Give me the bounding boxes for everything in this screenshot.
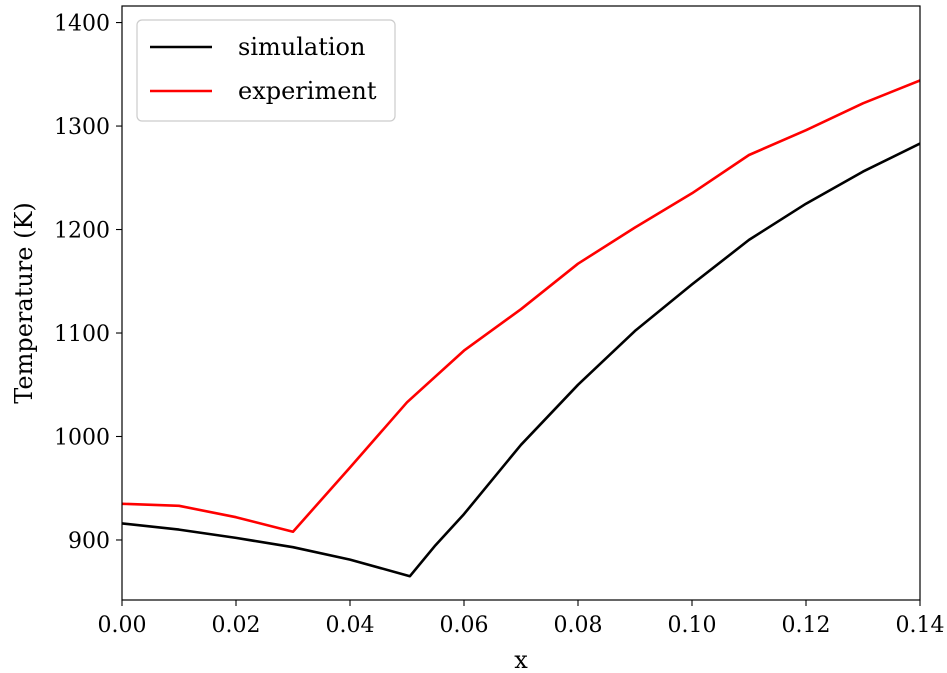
x-tick-label: 0.06: [440, 613, 489, 638]
x-tick-label: 0.08: [554, 613, 603, 638]
x-tick-label: 0.00: [98, 613, 147, 638]
x-axis-ticks: 0.00 0.02 0.04 0.06 0.08 0.10 0.12 0.14: [98, 600, 945, 638]
legend-box: [136, 19, 396, 122]
y-axis-ticks: 900 1000 1100 1200 1300 1400: [54, 12, 122, 554]
y-tick-label: 1300: [54, 115, 110, 140]
series-line-0: [122, 142, 920, 578]
x-tick-label: 0.12: [782, 613, 831, 638]
legend-label: simulation: [238, 33, 365, 61]
x-tick-label: 0.04: [326, 613, 375, 638]
y-tick-label: 1200: [54, 219, 110, 244]
x-tick-label: 0.02: [212, 613, 261, 638]
plot-area: [122, 79, 920, 578]
x-axis-label: x: [514, 646, 528, 673]
legend-label: experiment: [238, 77, 377, 105]
x-tick-label: 0.14: [896, 613, 945, 638]
y-tick-label: 900: [68, 529, 110, 554]
y-tick-label: 1400: [54, 12, 110, 37]
axes-frame: [121, 5, 921, 601]
series-line-1: [122, 79, 920, 533]
x-tick-label: 0.10: [668, 613, 717, 638]
y-tick-label: 1000: [54, 425, 110, 450]
y-axis-label: Temperature (K): [10, 202, 38, 404]
legend: simulation experiment: [136, 19, 396, 122]
y-tick-label: 1100: [54, 322, 110, 347]
